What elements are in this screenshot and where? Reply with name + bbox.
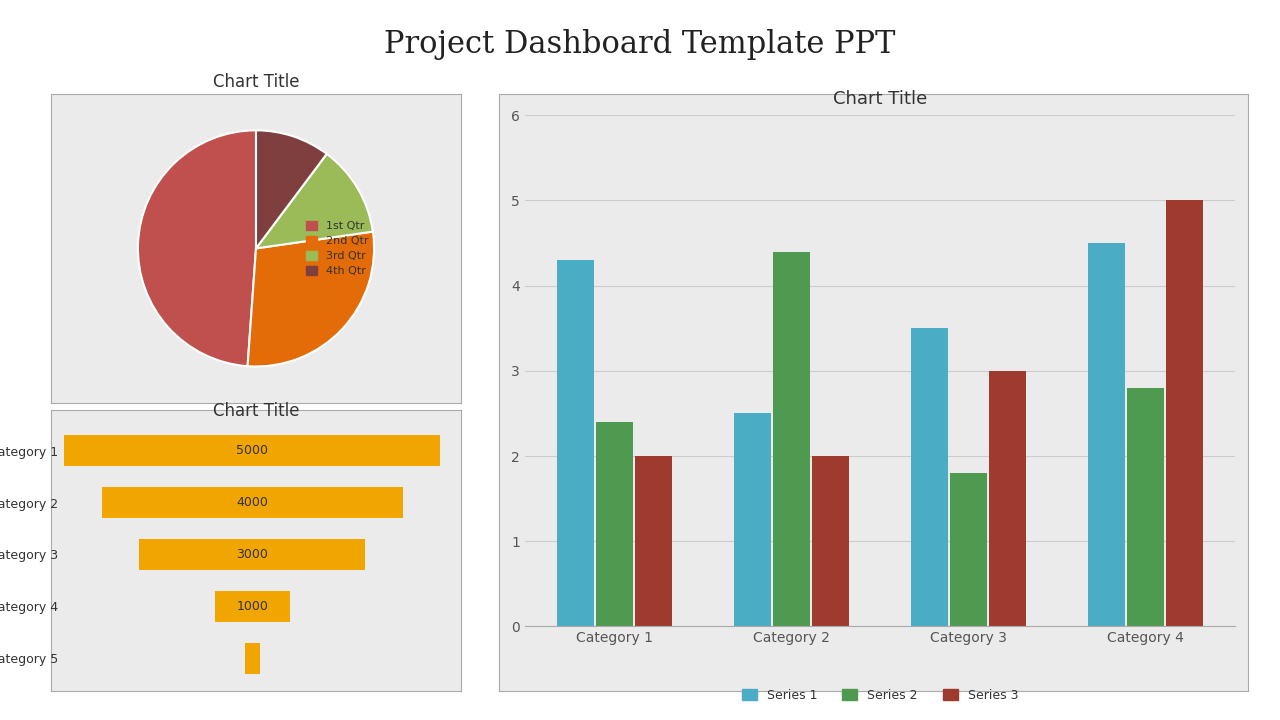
Bar	[989, 371, 1027, 626]
Bar	[215, 590, 289, 622]
Bar	[596, 422, 634, 626]
Text: 1000: 1000	[237, 600, 269, 613]
Text: 5000: 5000	[237, 444, 269, 457]
Bar	[733, 413, 771, 626]
Title: Chart Title: Chart Title	[212, 402, 300, 420]
Wedge shape	[247, 232, 374, 366]
Bar	[773, 251, 810, 626]
Bar	[101, 487, 403, 518]
Bar	[950, 473, 987, 626]
Legend: Series 1, Series 2, Series 3: Series 1, Series 2, Series 3	[737, 684, 1023, 707]
Bar	[140, 539, 365, 570]
Bar	[1088, 243, 1125, 626]
Text: Project Dashboard Template PPT: Project Dashboard Template PPT	[384, 29, 896, 60]
Legend: 1st Qtr, 2nd Qtr, 3rd Qtr, 4th Qtr: 1st Qtr, 2nd Qtr, 3rd Qtr, 4th Qtr	[306, 221, 369, 276]
Bar	[557, 260, 594, 626]
Title: Chart Title: Chart Title	[212, 73, 300, 91]
Wedge shape	[256, 154, 372, 248]
Text: 3000: 3000	[237, 548, 269, 561]
Bar	[635, 456, 672, 626]
Wedge shape	[138, 130, 256, 366]
Bar	[1166, 200, 1203, 626]
Bar	[64, 435, 440, 467]
Bar	[911, 328, 948, 626]
Bar	[812, 456, 849, 626]
Bar	[1126, 388, 1164, 626]
Bar	[244, 642, 260, 674]
Title: Chart Title: Chart Title	[833, 90, 927, 108]
Text: 4000: 4000	[237, 496, 269, 509]
Wedge shape	[256, 130, 326, 248]
